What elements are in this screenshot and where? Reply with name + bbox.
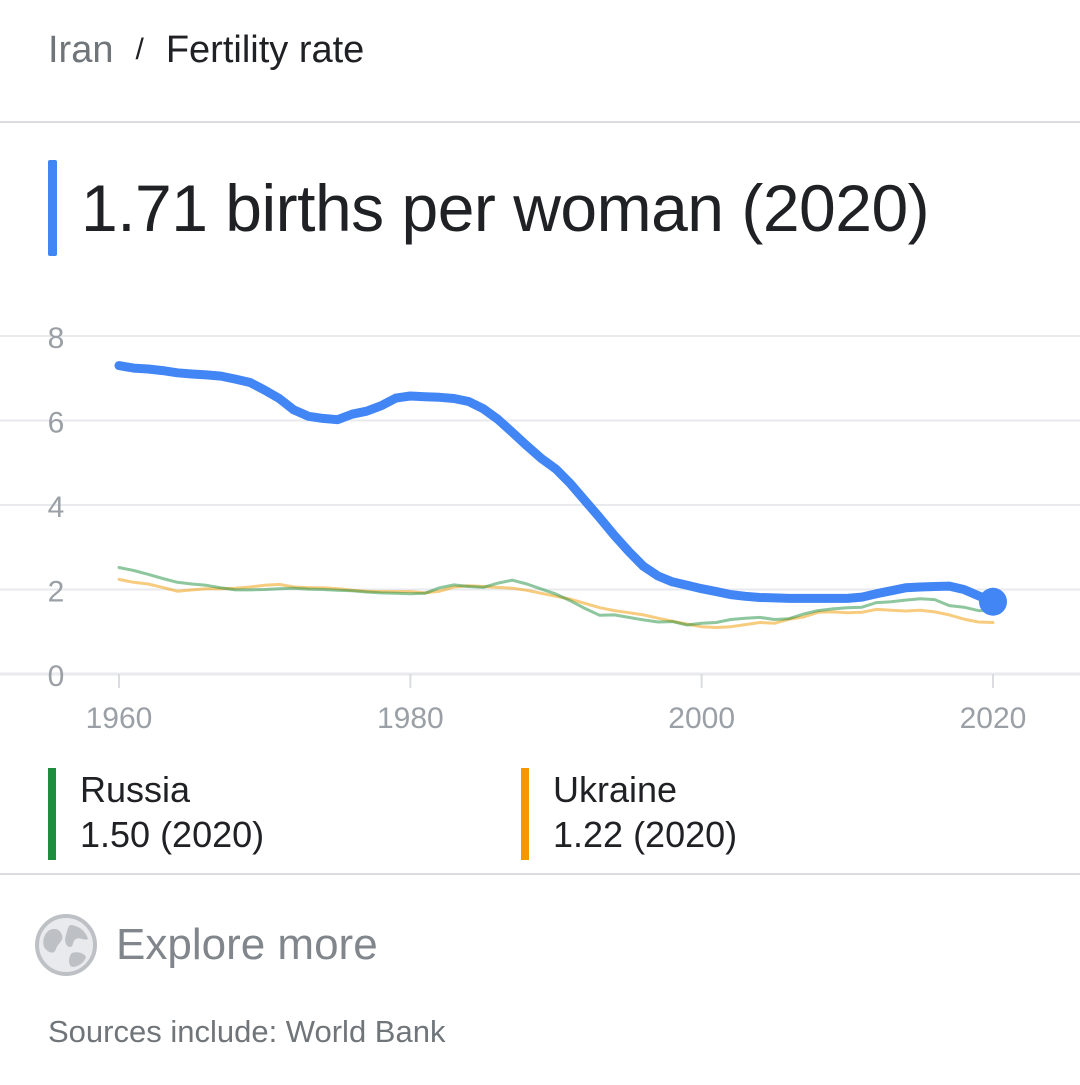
chart-grid [0, 335, 1080, 676]
x-axis-ticks: 1960 1980 2000 2020 [86, 674, 1027, 735]
y-axis-ticks: 0 2 4 6 8 [48, 322, 65, 693]
explore-more-button[interactable]: Explore more [34, 910, 378, 980]
legend-color-bar-ukraine [521, 768, 529, 860]
series-endpoint-marker[interactable] [979, 587, 1007, 616]
legend-item-russia[interactable]: Russia 1.50 (2020) [48, 768, 264, 860]
legend-series-name: Russia [80, 769, 191, 810]
breadcrumb-separator: / [135, 33, 144, 66]
globe-icon [35, 914, 97, 976]
explore-more-label: Explore more [116, 920, 378, 969]
header-divider [0, 121, 1080, 123]
breadcrumb: Iran / Fertility rate [48, 22, 364, 78]
chart-series [114, 361, 1007, 629]
x-tick-label: 2000 [668, 702, 735, 735]
legend-item-ukraine[interactable]: Ukraine 1.22 (2020) [521, 768, 737, 860]
x-tick-label: 2020 [960, 702, 1027, 735]
y-tick-label: 0 [48, 660, 65, 693]
legend-divider [0, 873, 1080, 875]
legend-series-value: 1.22 (2020) [553, 814, 738, 855]
y-tick-label: 4 [48, 491, 65, 524]
headline-accent-bar [48, 160, 57, 256]
legend-series-name: Ukraine [553, 769, 678, 810]
breadcrumb-country-link[interactable]: Iran [48, 28, 114, 71]
y-tick-label: 8 [48, 322, 65, 355]
series-line-ukraine [117, 577, 995, 629]
x-tick-label: 1980 [377, 702, 444, 735]
headline-value: 1.71 births per woman (2020) [81, 171, 930, 245]
fertility-line-chart[interactable]: 0 2 4 6 8 1960 1980 2000 2020 [0, 300, 1080, 750]
x-tick-label: 1960 [86, 702, 153, 735]
legend-series-value: 1.50 (2020) [80, 814, 265, 855]
headline: 1.71 births per woman (2020) [48, 160, 930, 256]
series-line-iran [114, 361, 998, 607]
sources-text: Sources include: World Bank [48, 1014, 446, 1049]
series-line-russia [117, 566, 995, 627]
y-tick-label: 6 [48, 407, 65, 440]
breadcrumb-topic: Fertility rate [165, 28, 365, 71]
legend-color-bar-russia [48, 768, 56, 860]
y-tick-label: 2 [48, 576, 65, 609]
